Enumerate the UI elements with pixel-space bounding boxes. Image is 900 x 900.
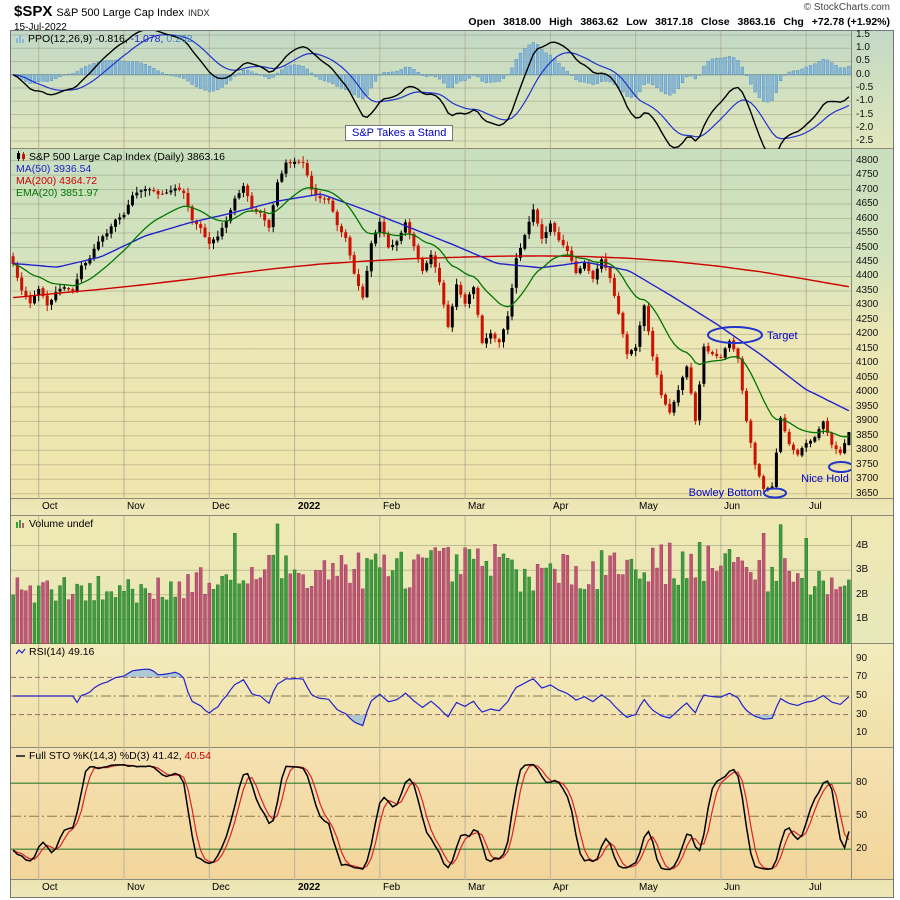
sto-y-axis: 80 50 20 bbox=[851, 748, 894, 879]
ohlc-quote-line: Open 3818.00 High 3863.62 Low 3817.18 Cl… bbox=[463, 16, 890, 28]
high-label: High bbox=[549, 16, 573, 28]
month-label: 2022 bbox=[298, 882, 321, 893]
month-label: Apr bbox=[553, 882, 569, 893]
sto-legend: Full STO %K(14,3) %D(3) 41.42, 40.54 bbox=[16, 750, 211, 763]
rsi-icon bbox=[15, 647, 26, 659]
volume-icon bbox=[16, 519, 26, 531]
rsi-panel: RSI(14) 49.16 90 70 50 30 10 bbox=[11, 644, 893, 748]
chart-header-left: $SPX S&P 500 Large Cap Index INDX 15-Jul-2… bbox=[14, 3, 210, 33]
ppo-value-signal: -1.078, bbox=[130, 33, 164, 45]
price-chart bbox=[11, 149, 851, 499]
month-label: Jul bbox=[809, 882, 822, 893]
open-label: Open bbox=[468, 16, 496, 28]
month-label: May bbox=[639, 501, 658, 512]
sto-k-value: 41.42, bbox=[152, 750, 182, 762]
month-label: 2022 bbox=[298, 501, 321, 512]
ppo-icon bbox=[16, 34, 25, 46]
month-label: Nov bbox=[127, 882, 145, 893]
month-label: Mar bbox=[468, 501, 486, 512]
ema20-legend: EMA(20) 3851.97 bbox=[16, 187, 99, 199]
ppo-label: PPO(12,26,9) bbox=[28, 33, 93, 45]
volume-y-axis: 4B 3B 2B 1B bbox=[851, 516, 894, 643]
ma50-legend: MA(50) 3936.54 bbox=[16, 163, 92, 175]
month-label: Apr bbox=[553, 501, 569, 512]
rsi-y-axis: 90 70 50 30 10 bbox=[851, 644, 894, 747]
chart-frame: PPO(12,26,9) -0.816, -1.078, 0.262 1.5 1.… bbox=[10, 29, 894, 898]
ma200-legend: MA(200) 4364.72 bbox=[16, 175, 98, 187]
stochastics-panel: Full STO %K(14,3) %D(3) 41.42, 40.54 80 5… bbox=[11, 748, 893, 880]
month-label: Oct bbox=[42, 882, 58, 893]
symbol: $SPX bbox=[14, 3, 53, 20]
chart-date: 15-Jul-2022 bbox=[14, 22, 67, 33]
nice-hold-label: Nice Hold bbox=[801, 473, 849, 485]
low-value: 3817.18 bbox=[655, 16, 694, 28]
close-label: Close bbox=[701, 16, 730, 28]
month-label: May bbox=[639, 882, 658, 893]
close-value: 3863.16 bbox=[737, 16, 776, 28]
price-panel: Target Bowley Bottom Nice Hold S&P 500 L… bbox=[11, 149, 893, 499]
takes-a-stand-callout: S&P Takes a Stand bbox=[345, 125, 454, 141]
price-annotations: Target Bowley Bottom Nice Hold bbox=[689, 326, 851, 499]
price-legend: S&P 500 Large Cap Index (Daily) 3863.16 … bbox=[16, 151, 225, 199]
x-axis-months-bottom: Oct Nov Dec 2022 Feb Mar Apr May Jun Jul bbox=[11, 880, 893, 897]
ppo-value-line: -0.816, bbox=[95, 33, 128, 45]
rsi-label: RSI(14) bbox=[29, 646, 66, 658]
sto-label: Full STO %K(14,3) %D(3) bbox=[29, 750, 150, 762]
bowley-bottom-ellipse bbox=[763, 487, 787, 499]
volume-legend: Volume undef bbox=[16, 518, 93, 531]
high-value: 3863.62 bbox=[580, 16, 619, 28]
ppo-chart bbox=[11, 31, 851, 149]
month-label: Jun bbox=[724, 882, 741, 893]
month-label: Mar bbox=[468, 882, 486, 893]
ppo-legend: PPO(12,26,9) -0.816, -1.078, 0.262 bbox=[16, 33, 193, 46]
month-label: Jul bbox=[809, 501, 822, 512]
target-ellipse bbox=[707, 326, 763, 344]
month-label: Nov bbox=[127, 501, 145, 512]
rsi-value: 49.16 bbox=[68, 646, 95, 658]
volume-label: Volume bbox=[29, 518, 65, 530]
price-y-axis: 4800 4750 4700 4650 4600 4550 4500 4450 4400 4350… bbox=[851, 149, 894, 498]
month-label: Dec bbox=[212, 882, 230, 893]
candlestick-icon bbox=[16, 151, 26, 164]
exchange-label: INDX bbox=[187, 8, 210, 18]
rsi-chart bbox=[11, 644, 851, 748]
price-title: S&P 500 Large Cap Index (Daily) bbox=[29, 151, 185, 163]
stockcharts-copyright-link[interactable]: © StockCharts.com bbox=[803, 2, 890, 13]
month-label: Feb bbox=[383, 882, 401, 893]
month-label: Feb bbox=[383, 501, 401, 512]
ppo-y-axis: 1.5 1.0 0.5 0.0 -0.5 -1.0 -1.5 -2.0 -2.5 bbox=[851, 29, 894, 148]
target-label: Target bbox=[767, 330, 798, 342]
nice-hold-ellipse bbox=[828, 461, 851, 473]
low-label: Low bbox=[626, 16, 648, 28]
stochastics-chart bbox=[11, 748, 851, 880]
month-label: Oct bbox=[42, 501, 58, 512]
open-value: 3818.00 bbox=[503, 16, 542, 28]
chg-label: Chg bbox=[783, 16, 804, 28]
bowley-bottom-label: Bowley Bottom bbox=[689, 487, 762, 499]
volume-panel: Volume undef 4B 3B 2B 1B bbox=[11, 516, 893, 644]
volume-value: undef bbox=[66, 518, 94, 530]
sto-d-value: 40.54 bbox=[184, 750, 211, 762]
sto-icon bbox=[16, 751, 26, 763]
index-name: S&P 500 Large Cap Index bbox=[56, 7, 184, 19]
x-axis-months-top: Oct Nov Dec 2022 Feb Mar Apr May Jun Jul bbox=[11, 499, 893, 516]
month-label: Dec bbox=[212, 501, 230, 512]
ppo-value-hist: 0.262 bbox=[166, 33, 193, 45]
volume-chart bbox=[11, 516, 851, 644]
month-label: Jun bbox=[724, 501, 741, 512]
chart-header-right: © StockCharts.com Open 3818.00 High 3863… bbox=[463, 2, 890, 28]
chg-value: +72.78 (+1.92%) bbox=[811, 16, 890, 28]
rsi-legend: RSI(14) 49.16 bbox=[15, 646, 95, 659]
price-last-value: 3863.16 bbox=[186, 151, 225, 163]
